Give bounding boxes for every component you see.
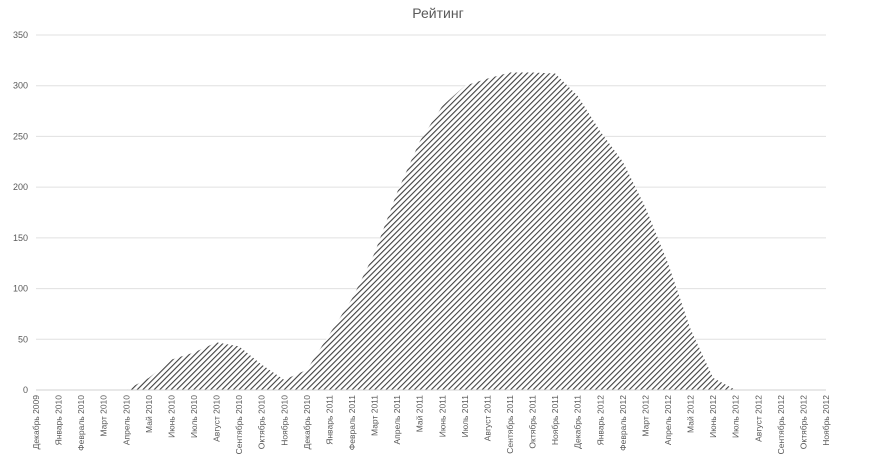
x-tick-label: Май 2012	[686, 395, 696, 433]
x-tick-label: Октябрь 2011	[528, 395, 538, 449]
y-tick-label: 300	[13, 81, 28, 91]
x-tick-label: Март 2010	[99, 395, 109, 437]
y-tick-label: 50	[18, 334, 28, 344]
x-tick-label: Сентябрь 2012	[776, 395, 786, 455]
x-tick-label: Сентябрь 2010	[234, 395, 244, 455]
x-tick-label: Май 2010	[144, 395, 154, 433]
x-tick-label: Сентябрь 2011	[505, 395, 515, 454]
chart-title: Рейтинг	[412, 5, 463, 21]
x-tick-label: Июнь 2011	[437, 395, 447, 438]
x-tick-label: Декабрь 2009	[31, 395, 41, 450]
y-tick-label: 0	[23, 385, 28, 395]
x-tick-label: Май 2011	[415, 395, 425, 433]
y-tick-label: 200	[13, 182, 28, 192]
area-series	[36, 72, 826, 390]
x-axis-ticks: Декабрь 2009 Январь 2010 Февраль 2010 Март …	[31, 395, 831, 455]
x-tick-label: Июль 2010	[189, 395, 199, 438]
x-tick-label: Август 2012	[753, 395, 763, 442]
x-tick-label: Август 2010	[212, 395, 222, 442]
x-tick-label: Октябрь 2012	[798, 395, 808, 449]
y-axis-ticks: 0 50 100 150 200 250 300 350	[13, 30, 28, 395]
x-tick-label: Июль 2012	[731, 395, 741, 438]
x-tick-label: Февраль 2011	[347, 395, 357, 450]
x-tick-label: Июнь 2010	[166, 395, 176, 438]
x-tick-label: Ноябрь 2011	[550, 395, 560, 445]
x-tick-label: Август 2011	[482, 395, 492, 441]
x-tick-label: Январь 2010	[54, 395, 64, 446]
y-tick-label: 100	[13, 284, 28, 294]
y-tick-label: 250	[13, 131, 28, 141]
x-tick-label: Январь 2011	[324, 395, 334, 445]
x-tick-label: Декабрь 2010	[302, 395, 312, 450]
x-tick-label: Декабрь 2011	[573, 395, 583, 449]
x-tick-label: Март 2011	[370, 395, 380, 436]
x-tick-label: Февраль 2010	[76, 395, 86, 451]
x-tick-label: Ноябрь 2010	[279, 395, 289, 446]
x-tick-label: Март 2012	[640, 395, 650, 437]
x-tick-label: Июнь 2012	[708, 395, 718, 438]
area-series-fill	[36, 72, 826, 390]
x-tick-label: Январь 2012	[595, 395, 605, 446]
x-tick-label: Июль 2011	[460, 395, 470, 438]
x-tick-label: Апрель 2011	[392, 395, 402, 445]
x-tick-label: Апрель 2010	[121, 395, 131, 445]
y-tick-label: 150	[13, 233, 28, 243]
x-tick-label: Апрель 2012	[663, 395, 673, 445]
x-tick-label: Октябрь 2010	[257, 395, 267, 449]
y-tick-label: 350	[13, 30, 28, 40]
x-tick-label: Ноябрь 2012	[821, 395, 831, 446]
x-tick-label: Февраль 2012	[618, 395, 628, 451]
